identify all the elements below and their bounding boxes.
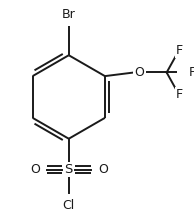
Text: Br: Br xyxy=(62,8,76,21)
Text: S: S xyxy=(65,163,73,176)
Text: F: F xyxy=(176,88,183,101)
Text: F: F xyxy=(176,44,183,57)
Text: O: O xyxy=(30,163,40,176)
Text: O: O xyxy=(134,66,144,79)
Text: O: O xyxy=(98,163,108,176)
Text: F: F xyxy=(188,66,194,79)
Text: Cl: Cl xyxy=(63,199,75,212)
